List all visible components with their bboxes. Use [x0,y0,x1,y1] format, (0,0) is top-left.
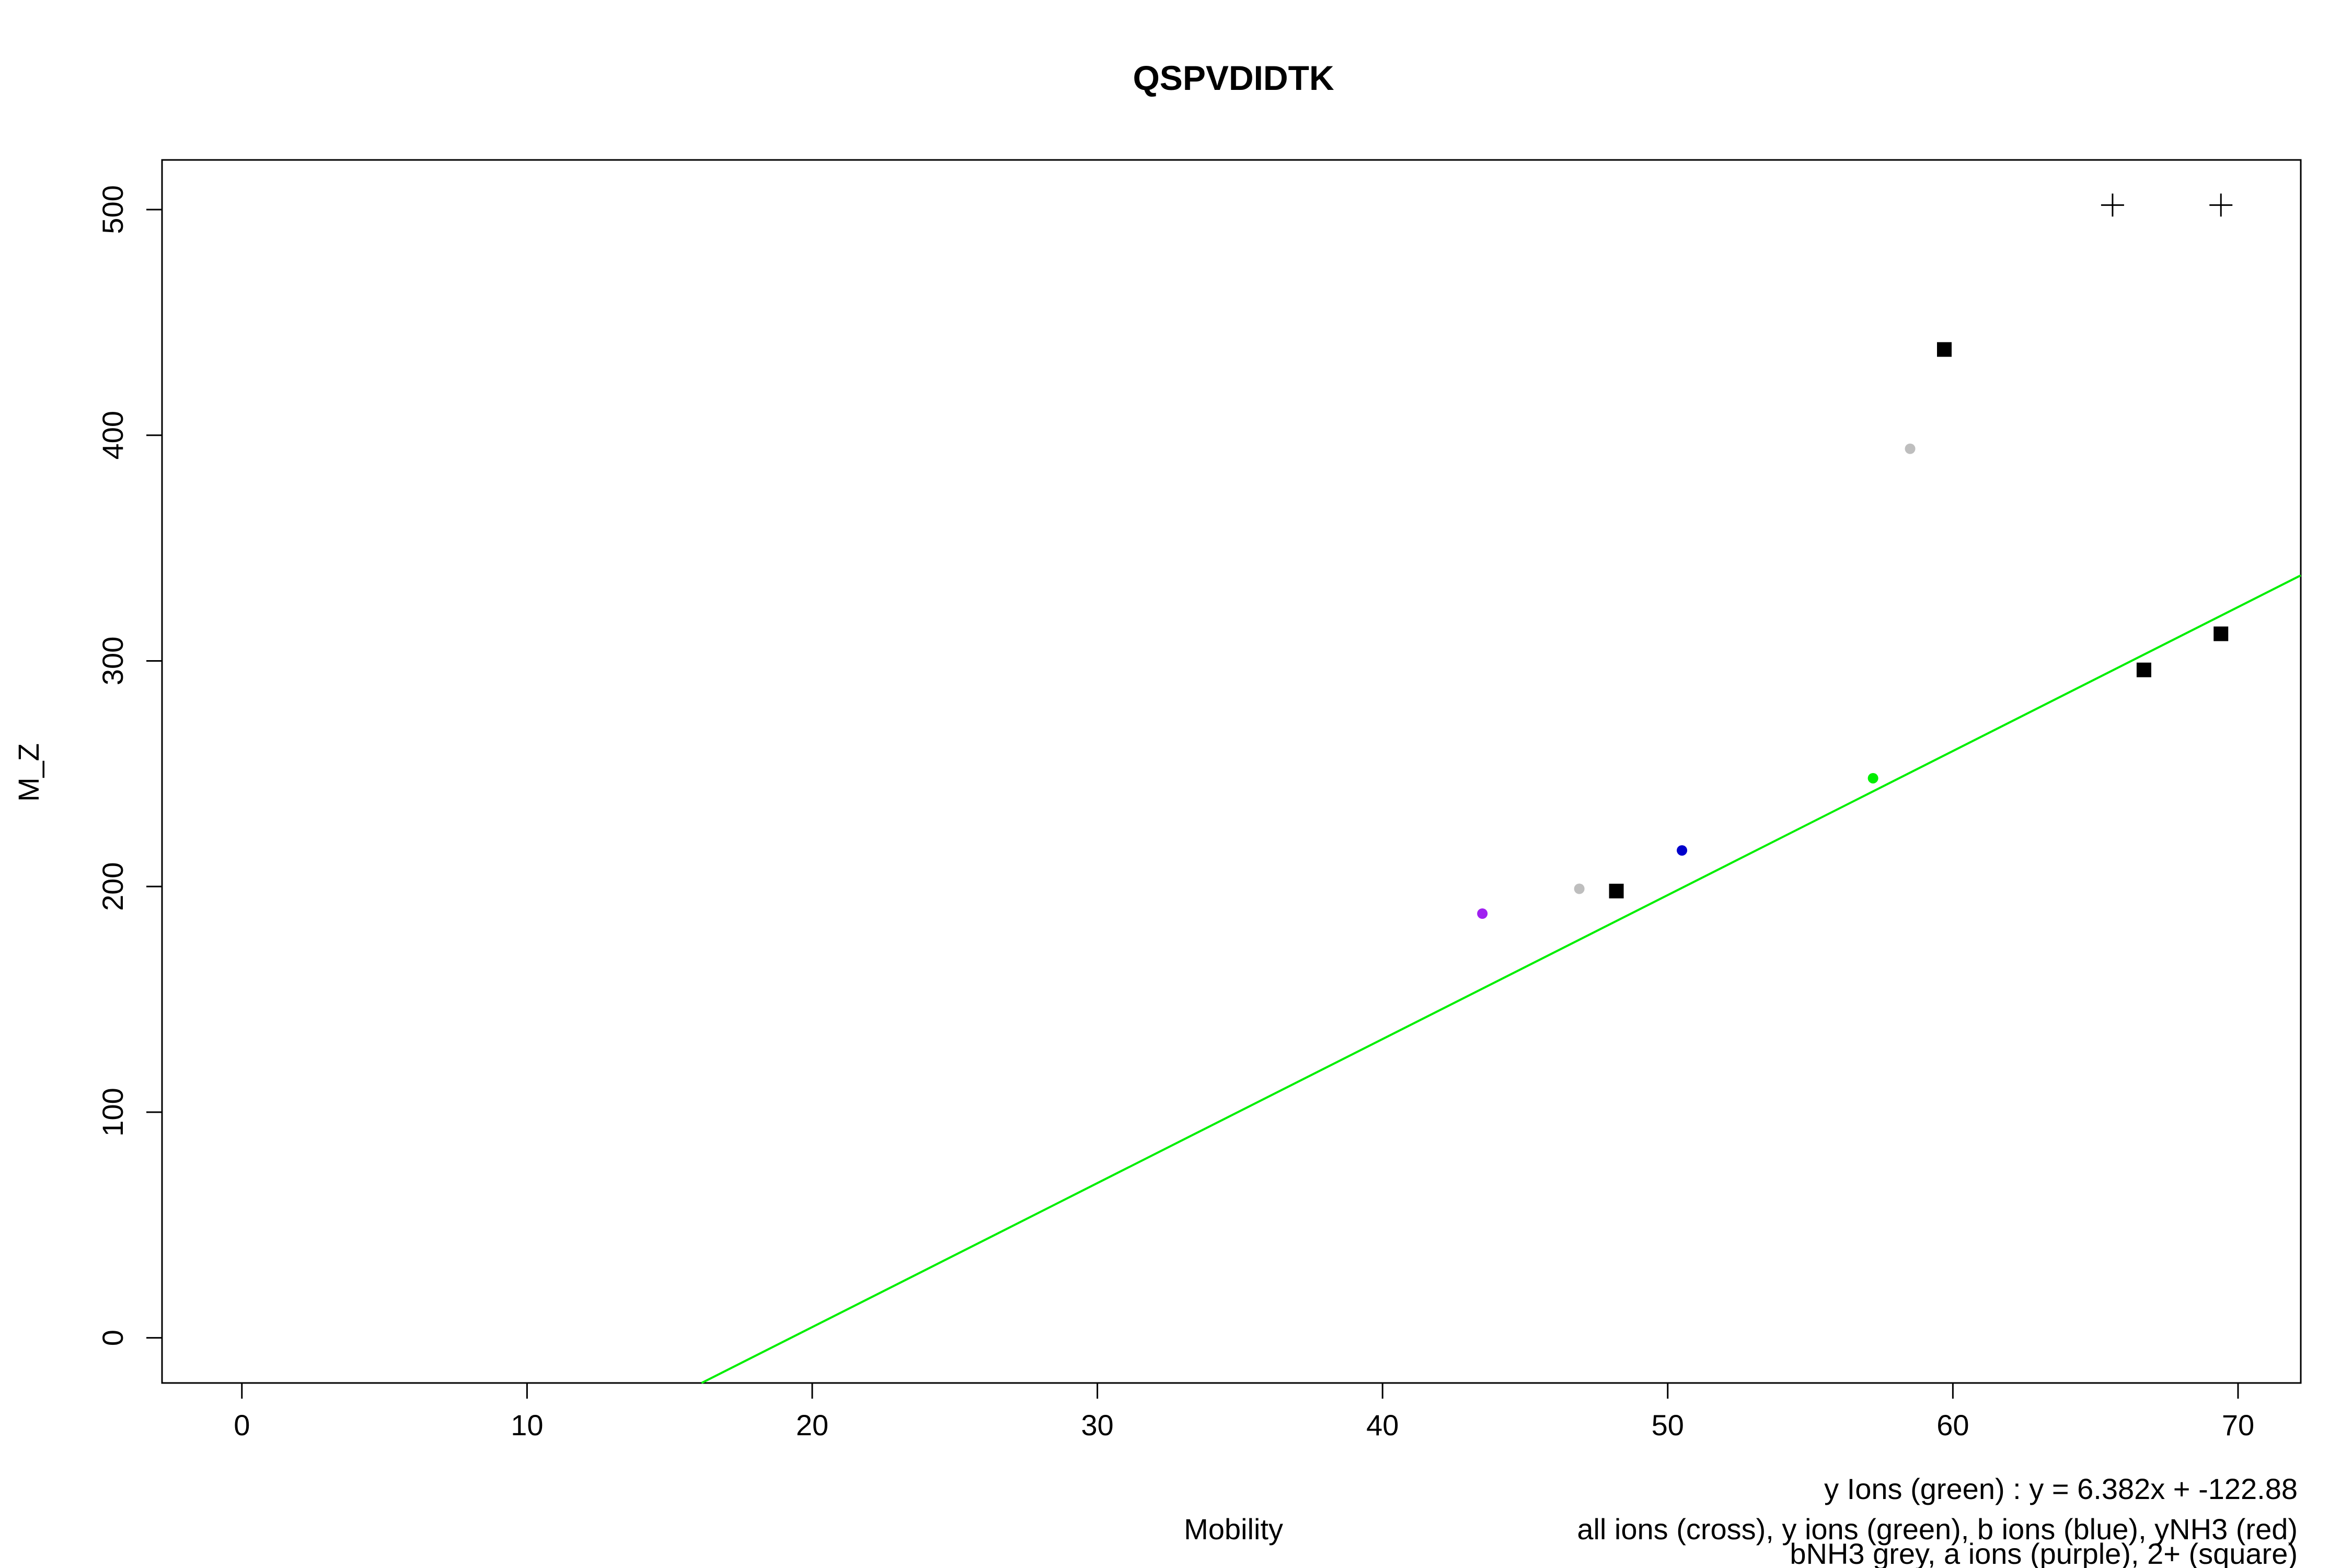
y-tick-label: 400 [96,411,129,459]
dot-point [1677,845,1688,856]
y-tick-label: 200 [96,862,129,910]
x-tick-label: 60 [1936,1409,1969,1442]
square-point [2136,662,2151,677]
data-points [1477,193,2233,919]
y-tick-label: 500 [96,185,129,234]
dot-point [1905,443,1916,454]
x-axis-label: Mobility [1184,1513,1283,1546]
cross-point [2101,193,2124,217]
chart-title: QSPVDIDTK [1133,59,1334,97]
plot-frame [161,159,2302,1384]
fit-line [701,574,2301,1384]
dot-point [1574,883,1585,894]
x-axis: 0 10 20 30 40 50 60 70 [234,1383,2254,1442]
cross-point [2209,193,2233,217]
fit-line-layer [701,574,2301,1384]
legend-line-2: bNH3 grey, a ions (purple), 2+ (square) [1790,1537,2298,1568]
x-tick-label: 40 [1366,1409,1399,1442]
square-point [2213,626,2229,641]
x-tick-label: 0 [234,1409,250,1442]
fit-equation-annotation: y Ions (green) : y = 6.382x + -122.88 [1824,1472,2298,1505]
square-point [1609,883,1624,898]
square-point [1937,342,1952,357]
x-tick-label: 20 [796,1409,828,1442]
dot-point [1867,773,1878,783]
y-tick-label: 100 [96,1088,129,1136]
y-axis: 0 100 200 300 400 500 [96,185,162,1346]
y-tick-label: 300 [96,637,129,685]
legend-line-1: all ions (cross), y ions (green), b ions… [1577,1513,2298,1546]
x-tick-label: 70 [2222,1409,2254,1442]
x-tick-label: 50 [1652,1409,1684,1442]
dot-point [1477,908,1488,919]
y-axis-label: M_Z [12,743,45,802]
x-tick-label: 30 [1081,1409,1113,1442]
y-tick-label: 0 [96,1330,129,1346]
x-tick-label: 10 [511,1409,543,1442]
